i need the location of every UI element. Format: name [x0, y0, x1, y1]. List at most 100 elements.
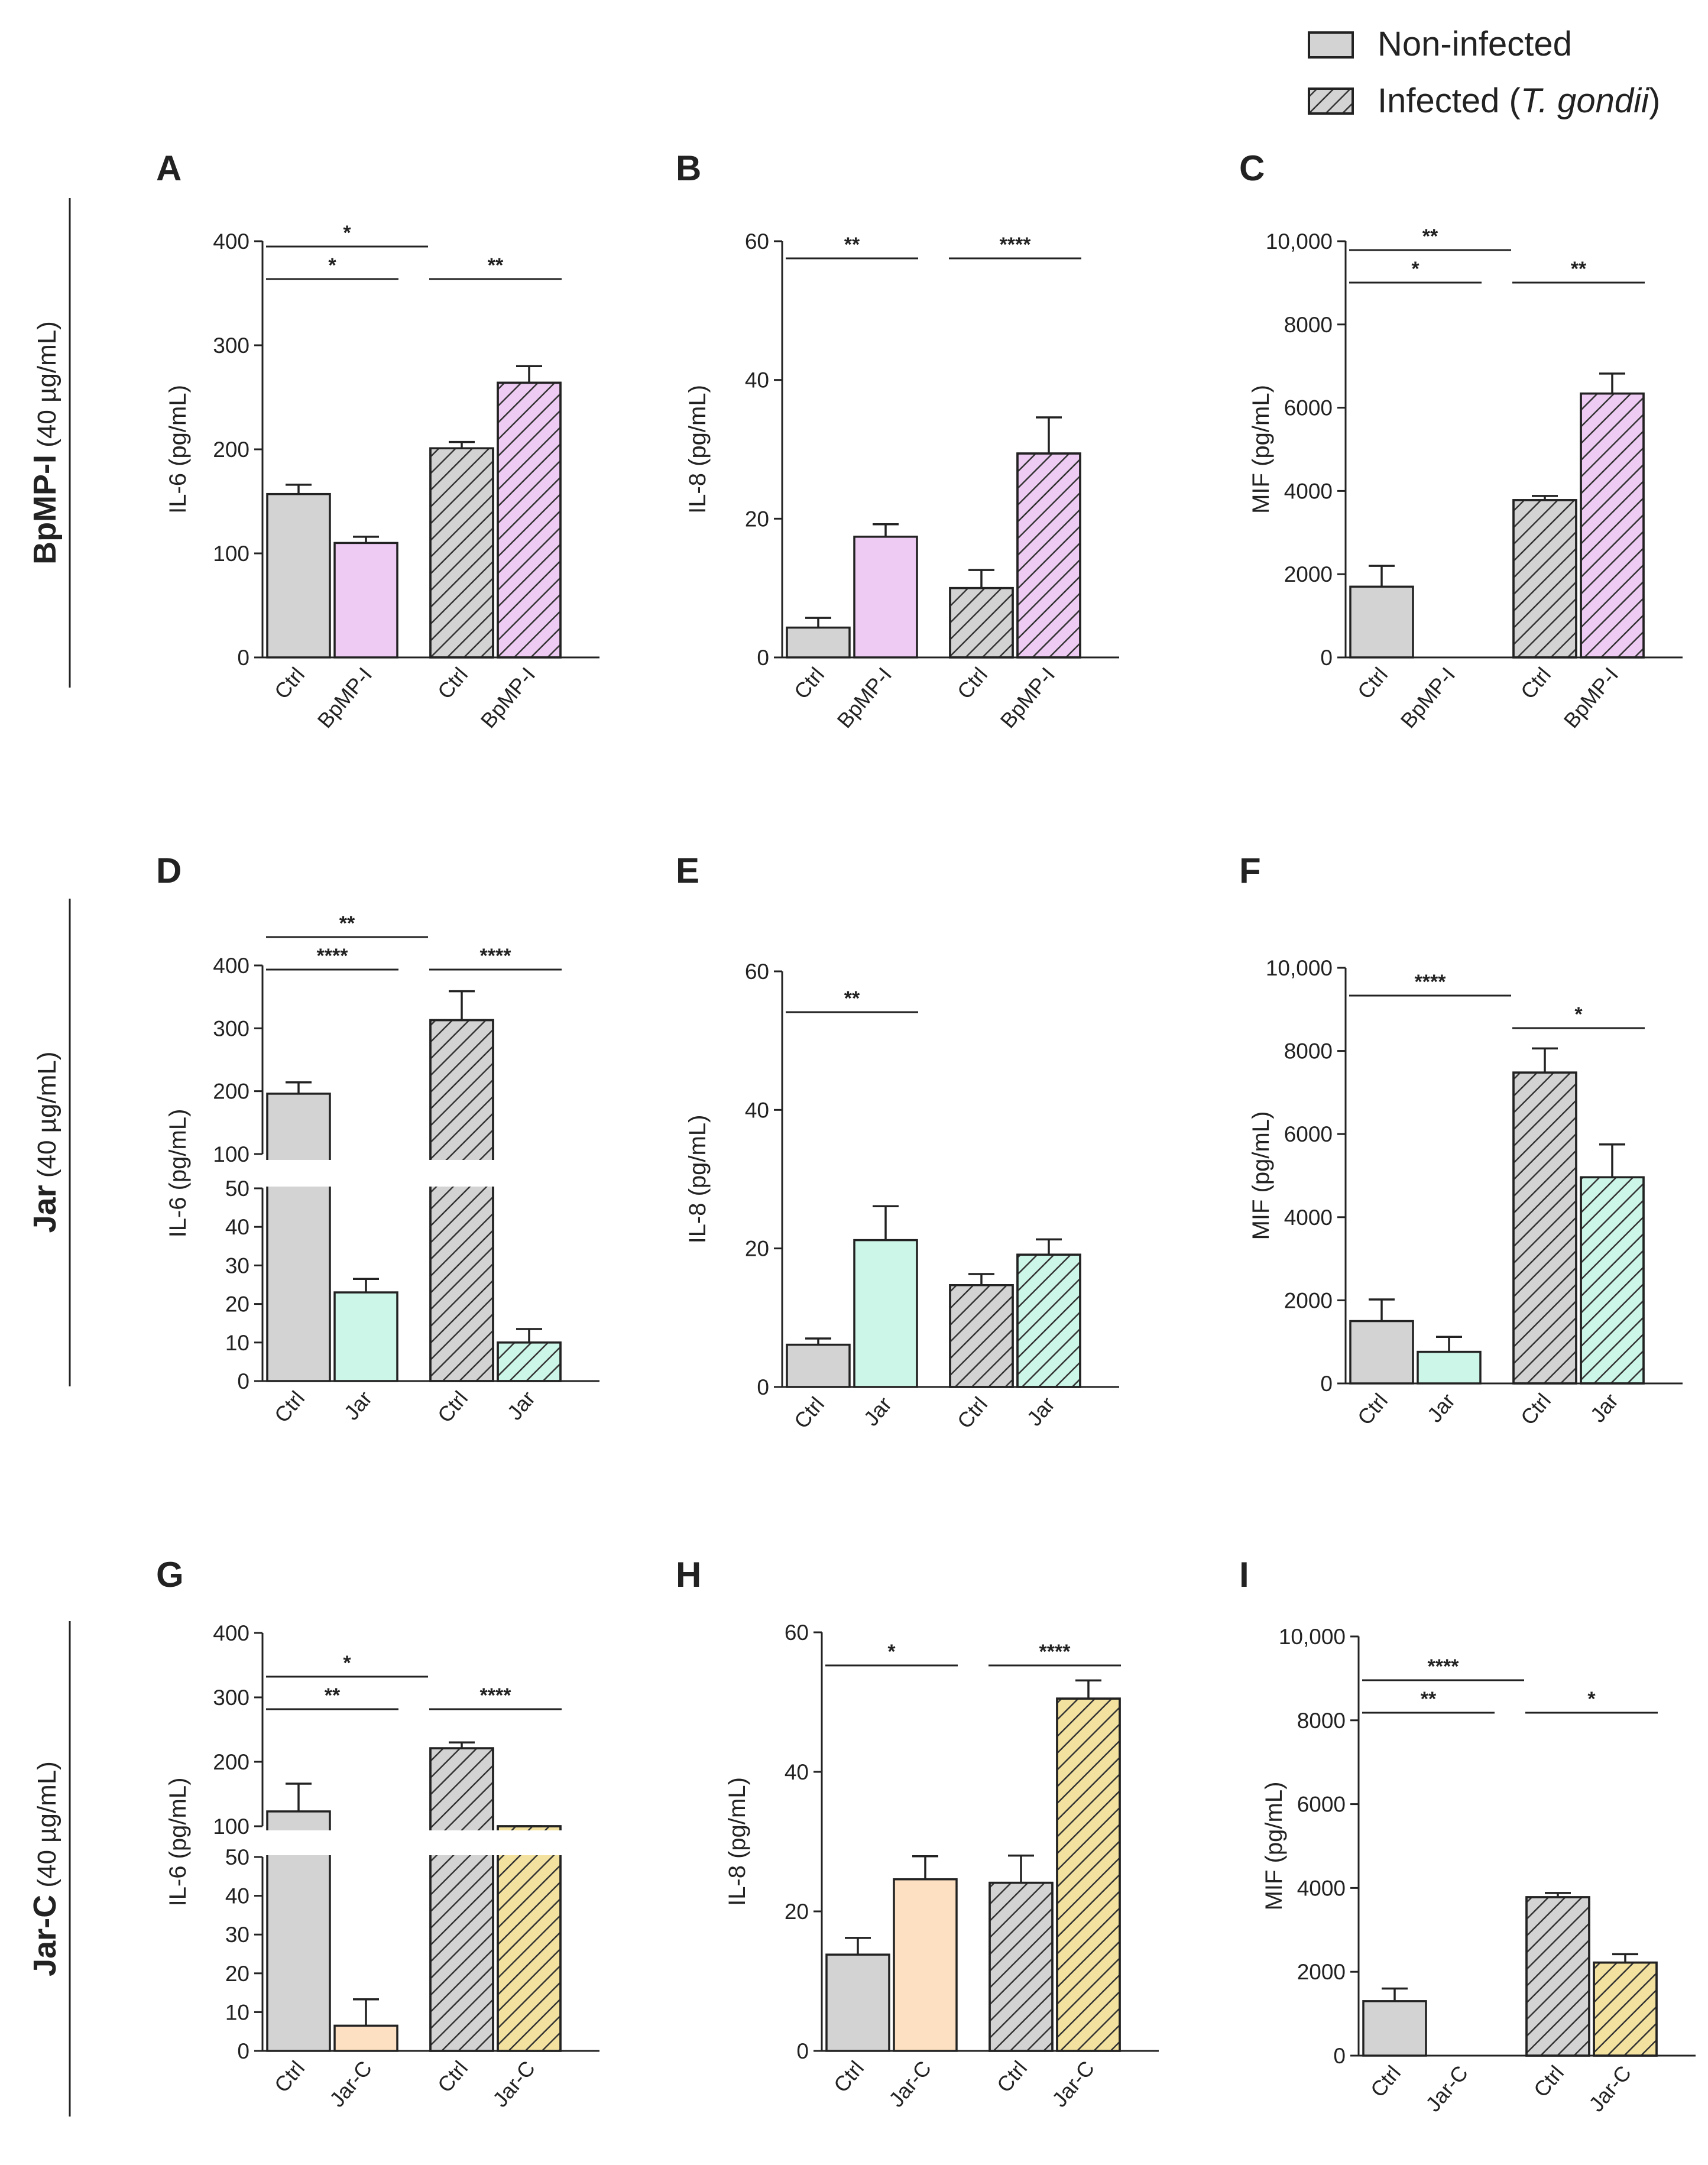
row-label-jar: Jar (40 µg/mL) [27, 1052, 63, 1233]
bar-hatch [497, 381, 562, 659]
y-tick-label: 10 [225, 2000, 249, 2024]
bar-hatch [988, 1881, 1054, 2052]
bar-hatch [1525, 1896, 1590, 2057]
y-tick-label: 8000 [1284, 1039, 1333, 1064]
y-tick-label: 40 [745, 368, 769, 393]
y-tick-label: 20 [225, 1292, 249, 1317]
bar [266, 492, 331, 659]
y-tick-label: 50 [225, 1177, 249, 1201]
significance-label: ** [844, 234, 860, 256]
panel-letter: G [156, 1555, 184, 1594]
row-label-jar-rest: (40 µg/mL) [33, 1052, 61, 1185]
legend-swatch-non-infected [1308, 31, 1354, 59]
significance-label: **** [480, 945, 512, 967]
bar [853, 1239, 918, 1388]
significance-label: **** [1000, 234, 1032, 256]
y-tick-label: 0 [796, 2039, 809, 2063]
significance-label: **** [317, 945, 349, 967]
x-category-label: Ctrl [270, 1386, 309, 1427]
x-category-label: Ctrl [270, 663, 309, 704]
y-tick-label: 0 [1320, 646, 1333, 670]
y-tick-label: 30 [225, 1923, 249, 1947]
legend-label-infected: Infected (T. gondii) [1378, 82, 1660, 120]
bar-hatch [429, 447, 494, 659]
significance-label: **** [1039, 1641, 1071, 1663]
bar-hatch [497, 1825, 562, 2052]
row-label-bpmp-bold: BpMP-I [27, 455, 63, 565]
chart-panel-e: E IL-8 (pg/mL) 0 20 40 60 Ctrl Jar Ctrl Jar ** [676, 851, 1119, 1433]
bar [266, 1093, 331, 1382]
bar-hatch [429, 1019, 494, 1382]
significance-label: ** [844, 987, 860, 1010]
bar-hatch [1056, 1697, 1121, 2052]
significance-label: ** [488, 254, 504, 277]
y-tick-label: 4000 [1297, 1876, 1346, 1900]
significance-label: ** [1421, 1688, 1437, 1710]
y-tick-label: 60 [745, 229, 769, 254]
bar-hatch [1512, 1071, 1577, 1385]
y-tick-label: 6000 [1284, 1122, 1333, 1146]
x-category-label: Ctrl [952, 1392, 992, 1433]
significance-label: **** [1415, 971, 1447, 993]
y-tick-label: 2000 [1297, 1960, 1346, 1984]
y-axis-label: IL-6 (pg/mL) [165, 1109, 191, 1238]
y-axis-label: MIF (pg/mL) [1248, 1111, 1274, 1240]
y-tick-label: 4000 [1284, 479, 1333, 503]
panel-letter: I [1239, 1555, 1249, 1594]
x-category-label: Ctrl [992, 2056, 1032, 2097]
y-tick-label: 400 [213, 229, 249, 254]
y-tick-label: 400 [213, 1621, 249, 1645]
bar [853, 536, 918, 659]
bar-hatch [1512, 499, 1577, 659]
row-label-bpmp: BpMP-I (40 µg/mL) [27, 321, 63, 565]
y-axis-label: MIF (pg/mL) [1261, 1782, 1287, 1911]
y-tick-label: 0 [1320, 1372, 1333, 1396]
x-category-label: Jar-C [1047, 2056, 1099, 2112]
y-axis-label: IL-6 (pg/mL) [165, 385, 191, 514]
row-labels: BpMP-I (40 µg/mL) Jar (40 µg/mL) Jar-C (… [27, 198, 71, 2117]
significance-label: * [887, 1641, 896, 1663]
panel-letter: H [676, 1555, 701, 1594]
x-category-label: Jar [1586, 1389, 1623, 1427]
y-tick-label: 20 [745, 507, 769, 531]
bar [333, 2024, 398, 2052]
y-tick-label: 300 [213, 1686, 249, 1710]
row-label-jarc: Jar-C (40 µg/mL) [27, 1761, 63, 1976]
x-category-label: BpMP-I [832, 663, 897, 733]
significance-label: ** [339, 912, 355, 935]
bar-hatch [1593, 1961, 1658, 2057]
axis-break-gap [265, 1830, 596, 1855]
legend-infected-prefix: Infected ( [1378, 82, 1521, 120]
legend-swatch-infected-hatch [1308, 87, 1354, 115]
y-tick-label: 50 [225, 1845, 249, 1869]
legend: Non-infected Infected (T. gondii) [1308, 25, 1660, 120]
y-tick-label: 6000 [1284, 396, 1333, 420]
x-category-label: Jar-C [884, 2056, 936, 2112]
x-category-label: Jar [503, 1386, 540, 1425]
bar [1417, 1350, 1482, 1385]
y-tick-label: 4000 [1284, 1205, 1333, 1230]
significance-label: **** [480, 1684, 512, 1707]
row-label-jarc-rest: (40 µg/mL) [33, 1761, 61, 1895]
y-tick-label: 300 [213, 1016, 249, 1041]
x-category-label: Ctrl [270, 2056, 309, 2097]
significance-label: ** [325, 1684, 341, 1707]
significance-label: * [1587, 1688, 1596, 1710]
y-tick-label: 2000 [1284, 1288, 1333, 1312]
bar [1349, 585, 1414, 659]
y-tick-label: 0 [237, 1369, 249, 1393]
bar-hatch [949, 586, 1014, 659]
axis-break-gap [265, 1160, 596, 1187]
y-tick-label: 30 [225, 1253, 249, 1278]
y-tick-label: 200 [213, 1080, 249, 1104]
significance-label: **** [1428, 1655, 1460, 1678]
bar-hatch [949, 1284, 1014, 1388]
row-label-jarc-bold: Jar-C [27, 1895, 63, 1976]
bar-hatch [1016, 452, 1081, 659]
y-tick-label: 40 [225, 1884, 249, 1908]
y-tick-label: 10,000 [1266, 956, 1333, 980]
bar [1349, 1320, 1414, 1385]
bar [786, 626, 851, 659]
chart-panel-i: I MIF (pg/mL) 0 2000 4000 6000 8000 10,000 Ctrl J… [1239, 1555, 1696, 2117]
